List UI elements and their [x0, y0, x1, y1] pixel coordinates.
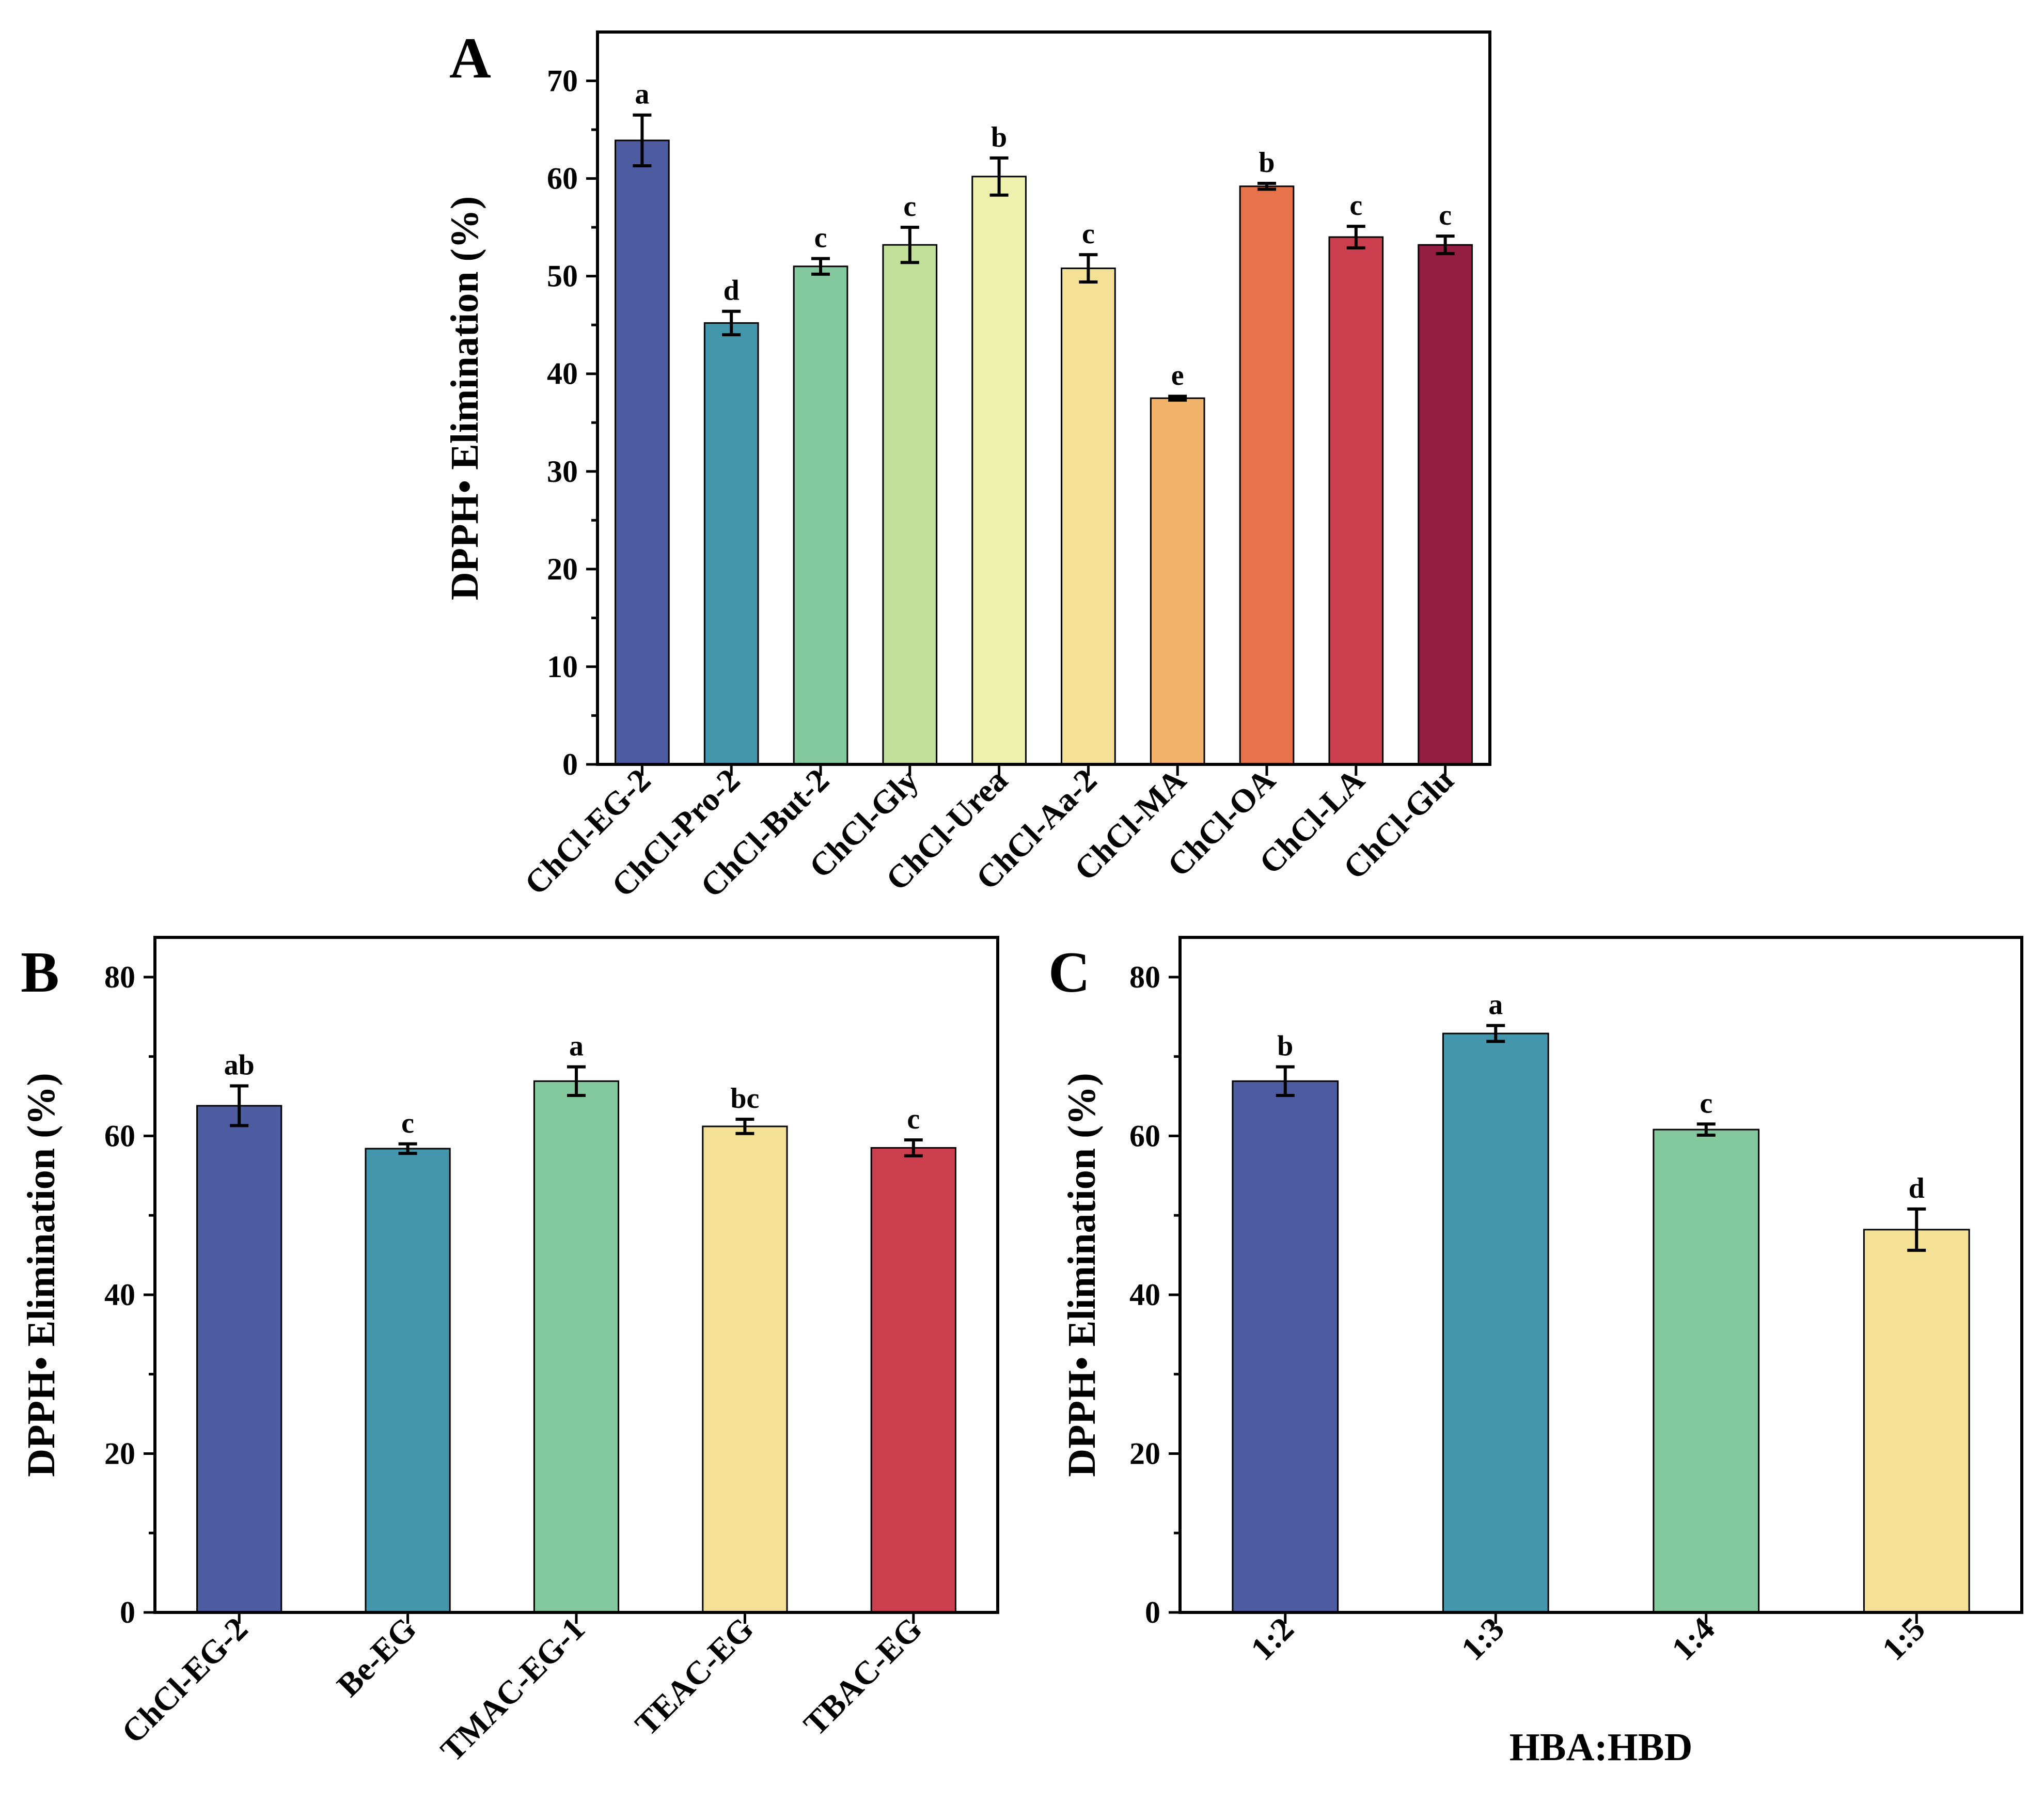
x-tick-label: TBAC-EG	[796, 1610, 929, 1743]
bar	[882, 244, 938, 765]
y-tick-label: 0	[562, 747, 578, 781]
plot-frame	[596, 30, 1491, 766]
x-tick-label: 1:4	[1664, 1610, 1722, 1668]
x-tick-label: Be-EG	[330, 1610, 423, 1704]
plot-frame	[1178, 936, 2023, 1614]
y-tick-label: 70	[547, 64, 578, 98]
bar	[1232, 1080, 1339, 1613]
significance-label: c	[1700, 1087, 1712, 1119]
y-tick-label: 60	[547, 162, 578, 196]
y-axis-label: DPPH• Elimination (%)	[1060, 1073, 1104, 1477]
panel-letter: A	[449, 26, 491, 90]
panel-letter: B	[21, 940, 59, 1005]
x-tick-label: 1:3	[1454, 1610, 1512, 1668]
plot-frame	[153, 936, 999, 1614]
y-tick-label: 40	[1129, 1278, 1160, 1312]
significance-label: bc	[730, 1083, 759, 1115]
significance-label: c	[907, 1103, 920, 1135]
significance-label: d	[724, 275, 740, 307]
bar	[1418, 244, 1473, 765]
significance-label: c	[1082, 218, 1095, 250]
bar	[870, 1147, 956, 1613]
significance-label: e	[1171, 359, 1184, 391]
significance-label: c	[1439, 199, 1452, 231]
y-tick-label: 40	[547, 357, 578, 391]
bar	[196, 1105, 282, 1613]
panel-c: 0 20 40 60 80 b 1:2 a 1:3 c 1:4 d 1:5 DPPH• Eliminati…	[1048, 936, 2023, 1769]
y-tick-label: 80	[1129, 960, 1160, 994]
y-axis-label: DPPH• Elimination (%)	[20, 1073, 63, 1477]
y-tick-label: 60	[1129, 1119, 1160, 1153]
bar	[971, 176, 1027, 765]
y-tick-label: 50	[547, 259, 578, 293]
x-tick-label: 1:2	[1244, 1610, 1301, 1668]
bar	[615, 139, 670, 765]
bar	[793, 265, 848, 765]
y-tick-label: 20	[104, 1436, 135, 1470]
bar	[1061, 268, 1116, 765]
significance-label: c	[401, 1107, 414, 1139]
significance-label: c	[814, 222, 827, 254]
y-tick-label: 0	[1145, 1595, 1160, 1629]
significance-label: a	[1488, 989, 1503, 1021]
significance-label: c	[903, 191, 916, 223]
y-tick-label: 40	[104, 1278, 135, 1312]
x-tick-label: TEAC-EG	[628, 1610, 760, 1743]
panel-letter: C	[1048, 940, 1090, 1005]
x-tick-label: TMAC-EG-1	[433, 1610, 592, 1769]
bar	[1863, 1229, 1970, 1613]
significance-label: d	[1909, 1172, 1925, 1204]
y-tick-label: 60	[104, 1119, 135, 1153]
significance-label: ab	[224, 1049, 255, 1081]
bar	[702, 1125, 788, 1613]
significance-label: b	[1259, 147, 1275, 179]
bar	[365, 1148, 451, 1613]
y-tick-label: 10	[547, 650, 578, 684]
panel-b: 0 20 40 60 80 ab ChCl-EG-2 c Be-EG a TMAC-EG-1 bc TE…	[20, 936, 999, 1769]
y-tick-label: 20	[1129, 1436, 1160, 1470]
bar	[1150, 397, 1205, 765]
significance-label: b	[1277, 1030, 1293, 1062]
x-tick-label: 1:5	[1875, 1610, 1932, 1668]
bar	[533, 1080, 620, 1613]
bar	[1653, 1128, 1760, 1613]
y-tick-label: 30	[547, 454, 578, 489]
y-tick-label: 0	[120, 1595, 135, 1629]
significance-label: b	[991, 121, 1007, 153]
bar	[703, 322, 759, 765]
x-axis-label: HBA:HBD	[1510, 1726, 1693, 1769]
bar	[1442, 1032, 1549, 1613]
y-axis-label: DPPH• Elimination (%)	[443, 196, 486, 600]
y-tick-label: 20	[547, 552, 578, 586]
y-tick-label: 80	[104, 960, 135, 994]
significance-label: a	[635, 79, 649, 111]
significance-label: a	[569, 1030, 584, 1062]
x-tick-label: ChCl-EG-2	[115, 1610, 255, 1750]
bar	[1239, 185, 1295, 765]
bar	[1328, 236, 1384, 765]
significance-label: c	[1349, 190, 1362, 222]
